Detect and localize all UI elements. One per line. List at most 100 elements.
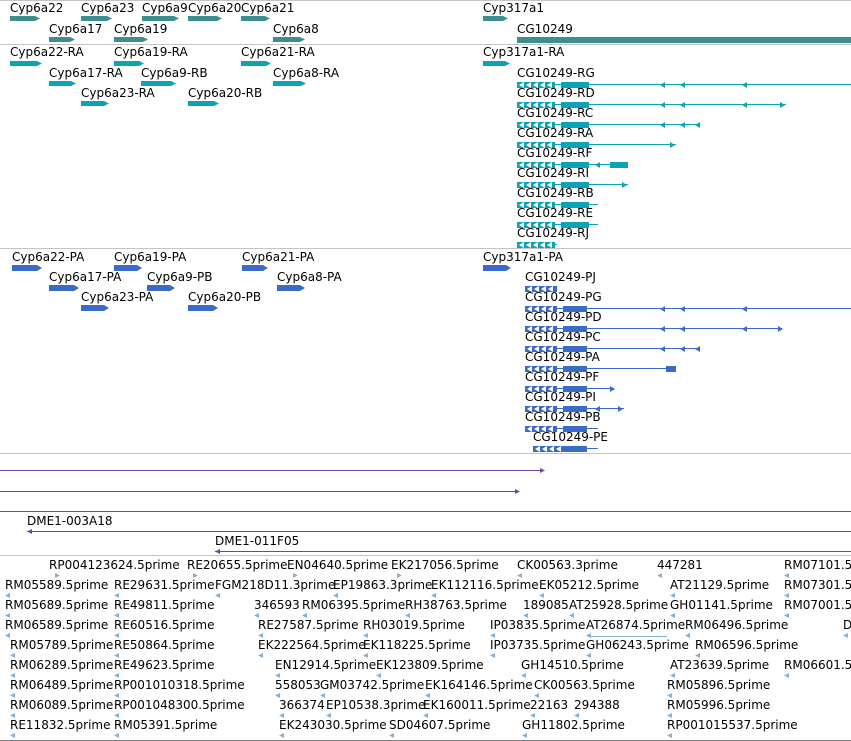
gene-label[interactable]: Cyp6a22 <box>10 1 64 15</box>
exon-strand-mark[interactable] <box>556 446 561 452</box>
est-glyph[interactable] <box>670 673 675 678</box>
est-glyph[interactable] <box>670 613 675 618</box>
est-label[interactable]: IP03835.5prime <box>490 618 586 632</box>
exon-strand-mark[interactable] <box>548 366 553 372</box>
est-glyph[interactable] <box>695 653 700 658</box>
exon-strand-mark[interactable] <box>534 326 539 332</box>
est-glyph[interactable] <box>275 693 280 698</box>
est-label[interactable]: EK123809.5prime <box>376 658 484 672</box>
protein-glyph[interactable] <box>12 265 42 271</box>
exon-strand-mark[interactable] <box>533 162 538 168</box>
est-glyph[interactable] <box>431 593 436 598</box>
est-label[interactable]: GH01141.5prime <box>670 598 773 612</box>
transcript-glyph[interactable] <box>114 61 144 66</box>
exon-strand-mark[interactable] <box>526 142 531 148</box>
protein-label[interactable]: CG10249-PB <box>525 410 601 424</box>
exon-strand-mark[interactable] <box>540 202 545 208</box>
est-glyph[interactable] <box>114 613 119 618</box>
exon-strand-mark[interactable] <box>526 202 531 208</box>
protein-exon[interactable] <box>695 346 700 352</box>
est-glyph[interactable] <box>254 613 259 618</box>
exon-strand-mark[interactable] <box>533 202 538 208</box>
exon-strand-mark[interactable] <box>527 386 532 392</box>
est-glyph[interactable] <box>363 633 368 638</box>
est-label[interactable]: EK05212.5prime <box>539 578 640 592</box>
protein-exon[interactable] <box>680 346 685 352</box>
est-label[interactable]: RM06596.5prime <box>695 638 799 652</box>
exon-strand-mark[interactable] <box>547 202 552 208</box>
est-label[interactable]: EN04640.5prime <box>287 558 389 572</box>
protein-exon[interactable] <box>563 386 587 392</box>
exon-strand-mark[interactable] <box>533 122 538 128</box>
protein-exon[interactable] <box>660 306 665 312</box>
transcript-exon[interactable] <box>561 182 589 188</box>
est-glyph[interactable] <box>10 733 15 738</box>
exon-strand-mark[interactable] <box>547 162 552 168</box>
exon-strand-mark[interactable] <box>541 326 546 332</box>
transcript-label[interactable]: CG10249-RC <box>517 106 594 120</box>
est-glyph[interactable] <box>574 713 579 718</box>
transcript-label[interactable]: CG10249-RI <box>517 166 590 180</box>
est-label[interactable]: RP001048300.5prime <box>114 698 245 712</box>
protein-exon[interactable] <box>563 366 587 372</box>
transcript-exon[interactable] <box>561 142 589 148</box>
est-glyph[interactable] <box>522 733 527 738</box>
transcript-exon[interactable] <box>660 122 665 128</box>
exon-strand-mark[interactable] <box>541 286 546 292</box>
exon-strand-mark[interactable] <box>519 202 524 208</box>
transcript-label[interactable]: Cyp6a22-RA <box>10 45 84 59</box>
est-glyph[interactable] <box>389 733 394 738</box>
est-label[interactable]: RM06489.5prime <box>10 678 114 692</box>
est-glyph[interactable] <box>114 593 119 598</box>
est-label[interactable]: AT23639.5prime <box>670 658 770 672</box>
est-glyph[interactable] <box>490 633 495 638</box>
exon-strand-mark[interactable] <box>541 406 546 412</box>
exon-strand-mark[interactable] <box>527 306 532 312</box>
protein-label[interactable]: CG10249-PD <box>525 310 602 324</box>
est-glyph[interactable] <box>193 573 198 578</box>
exon-strand-mark[interactable] <box>527 286 532 292</box>
est-label[interactable]: RP004123624.5prime <box>49 558 180 572</box>
transcript-glyph[interactable] <box>81 101 109 106</box>
est-label[interactable]: GH14510.5prime <box>521 658 624 672</box>
transcript-glyph[interactable] <box>141 81 176 86</box>
est-glyph[interactable] <box>784 573 789 578</box>
protein-label[interactable]: Cyp6a17-PA <box>49 270 122 284</box>
exon-strand-mark[interactable] <box>527 326 532 332</box>
est-glyph[interactable] <box>114 633 119 638</box>
gene-glyph[interactable] <box>142 16 179 21</box>
transcript-label[interactable]: Cyp6a23-RA <box>81 86 155 100</box>
exon-strand-mark[interactable] <box>527 426 532 432</box>
est-label[interactable]: RE49811.5prime <box>114 598 215 612</box>
est-label[interactable]: RM06601.5 <box>784 658 851 672</box>
clone-label[interactable]: DME1-003A18 <box>27 514 113 528</box>
transcript-glyph[interactable] <box>483 61 510 66</box>
est-glyph[interactable] <box>333 593 338 598</box>
est-glyph[interactable] <box>363 653 368 658</box>
est-glyph[interactable] <box>569 613 574 618</box>
exon-strand-mark[interactable] <box>533 242 538 248</box>
gene-glyph[interactable] <box>49 37 75 42</box>
est-label[interactable]: 22163 <box>530 698 569 712</box>
est-label[interactable]: IP03735.5prime <box>490 638 586 652</box>
protein-exon[interactable] <box>595 406 600 412</box>
transcript-exon[interactable] <box>695 122 700 128</box>
est-glyph[interactable] <box>425 693 430 698</box>
est-label[interactable]: EN12914.5prime <box>275 658 377 672</box>
exon-strand-mark[interactable] <box>547 242 552 248</box>
protein-exon[interactable] <box>666 366 676 372</box>
exon-strand-mark[interactable] <box>540 122 545 128</box>
exon-strand-mark[interactable] <box>526 82 531 88</box>
est-label[interactable]: GH11802.5prime <box>522 718 625 732</box>
est-label[interactable]: 447281 <box>657 558 703 572</box>
est-label[interactable]: RM07101.5 <box>784 558 851 572</box>
exon-strand-mark[interactable] <box>527 406 532 412</box>
est-glyph[interactable] <box>397 573 402 578</box>
exon-strand-mark[interactable] <box>549 446 554 452</box>
exon-strand-mark[interactable] <box>533 142 538 148</box>
transcript-label[interactable]: Cyp6a20-RB <box>188 86 263 100</box>
est-glyph[interactable] <box>523 613 528 618</box>
transcript-exon[interactable] <box>660 82 665 88</box>
est-label[interactable]: EK160011.5prime <box>423 698 531 712</box>
transcript-exon[interactable] <box>680 82 685 88</box>
